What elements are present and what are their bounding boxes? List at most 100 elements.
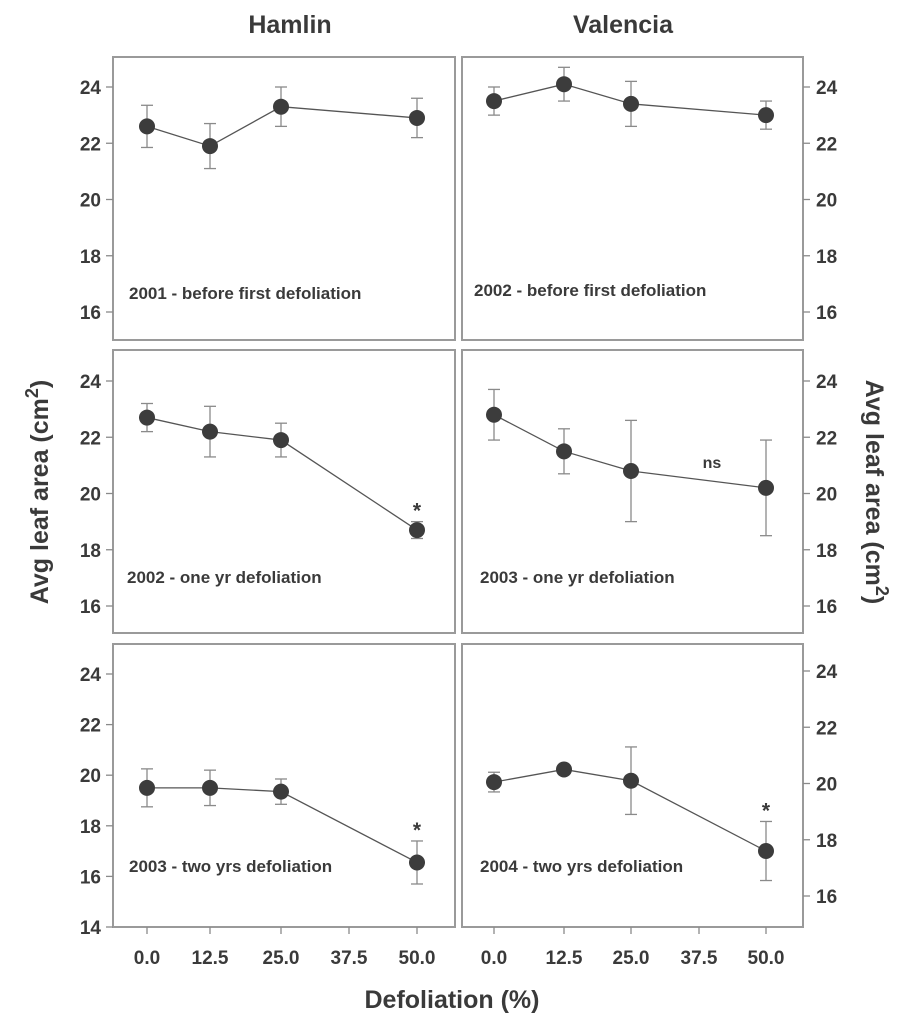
panel-frame [112, 349, 456, 634]
x-tick-label: 50.0 [399, 948, 436, 969]
y-tick-label: 24 [80, 665, 102, 686]
data-point [623, 463, 639, 479]
data-point [556, 761, 572, 778]
data-point [623, 95, 639, 112]
data-point [139, 779, 155, 796]
panel-label: 2002 - before first defoliation [474, 281, 706, 300]
y-tick-label: 16 [80, 597, 101, 618]
significance-marker: * [413, 500, 422, 523]
y-tick-label: 24 [816, 662, 838, 683]
y-axis-title-left: Avg leaf area (cm2) [22, 380, 54, 604]
data-point [556, 76, 572, 93]
significance-marker: * [762, 799, 771, 822]
significance-marker: * [413, 819, 422, 842]
panel-label: 2003 - one yr defoliation [480, 568, 675, 587]
panel-frame [112, 643, 456, 928]
y-tick-label: 22 [80, 716, 101, 737]
panel-label: 2001 - before first defoliation [129, 284, 361, 303]
panel-frame [461, 643, 804, 928]
x-tick-label: 25.0 [613, 948, 650, 969]
x-tick-label: 37.5 [331, 948, 368, 969]
y-tick-label: 18 [80, 817, 101, 838]
data-point [273, 98, 289, 115]
y-tick-label: 24 [816, 78, 838, 99]
y-tick-label: 20 [816, 775, 837, 796]
data-point [486, 406, 502, 423]
panel-frame [461, 56, 804, 341]
y-tick-label: 16 [816, 303, 837, 324]
y-tick-label: 22 [80, 428, 101, 449]
y-tick-label: 24 [816, 372, 838, 393]
y-tick-label: 18 [816, 831, 837, 852]
y-tick-label: 22 [816, 134, 837, 155]
data-point [202, 423, 218, 440]
panel-2: 16 18 20 22 24 2002 - before first defoliatio… [461, 56, 838, 341]
series-line [493, 768, 767, 852]
panel-1: 16 18 20 22 24 2001 - before first defoliatio… [80, 56, 456, 341]
data-point [486, 93, 502, 110]
y-tick-label: 18 [80, 247, 101, 268]
panel-label: 2003 - two yrs defoliation [129, 857, 332, 876]
column-title-valencia: Valencia [573, 11, 674, 39]
significance-annotation: ns [703, 455, 722, 472]
y-tick-label: 22 [816, 718, 837, 739]
series-line [147, 787, 418, 864]
series-line [146, 416, 418, 531]
data-point [556, 443, 572, 460]
data-point [409, 854, 425, 871]
y-tick-label: 24 [80, 372, 102, 393]
y-tick-label: 22 [816, 428, 837, 449]
y-tick-label: 20 [816, 485, 837, 506]
y-tick-label: 18 [80, 541, 101, 562]
y-tick-label: 20 [80, 485, 101, 506]
y-tick-label: 16 [80, 867, 101, 888]
x-tick-label: 37.5 [681, 948, 718, 969]
y-tick-label: 24 [80, 78, 102, 99]
series-line [493, 414, 767, 489]
y-tick-label: 16 [80, 303, 101, 324]
x-tick-label: 25.0 [263, 948, 300, 969]
series-line [493, 83, 767, 116]
y-tick-label: 16 [816, 887, 837, 908]
y-tick-label: 20 [80, 766, 101, 787]
panel-label: 2004 - two yrs defoliation [480, 857, 683, 876]
data-point [139, 118, 155, 135]
x-tick-label: 50.0 [748, 948, 785, 969]
data-point [202, 138, 218, 155]
x-tick-label: 0.0 [134, 948, 160, 969]
column-title-hamlin: Hamlin [248, 11, 331, 39]
panel-frame [112, 56, 456, 341]
data-point [758, 843, 774, 859]
series-line [146, 106, 418, 147]
panel-5: 14 16 18 20 22 24 0.0 12.5 25.0 37.5 50.0 * 2003 - t… [80, 643, 456, 969]
data-point [486, 774, 502, 791]
data-point [409, 109, 425, 126]
panel-3: 16 18 20 22 24 * 2002 - one yr defoliation [80, 349, 456, 634]
data-point [139, 409, 155, 426]
x-tick-label: 12.5 [192, 948, 229, 969]
panel-label: 2002 - one yr defoliation [127, 568, 322, 587]
data-point [758, 479, 774, 496]
y-tick-label: 22 [80, 134, 101, 155]
data-point [623, 772, 639, 789]
x-tick-label: 0.0 [481, 948, 507, 969]
y-tick-label: 14 [80, 918, 102, 939]
data-point [273, 783, 289, 800]
panel-4: 16 18 20 22 24 ns 2003 - one yr defoliation [461, 349, 838, 634]
panel-frame [461, 349, 804, 634]
y-tick-label: 20 [80, 191, 101, 212]
y-tick-label: 18 [816, 541, 837, 562]
data-point [758, 107, 774, 124]
y-tick-label: 20 [816, 191, 837, 212]
data-point [273, 432, 289, 449]
x-tick-label: 12.5 [546, 948, 583, 969]
y-tick-label: 16 [816, 597, 837, 618]
x-axis-title: Defoliation (%) [365, 986, 540, 1014]
data-point [202, 779, 218, 796]
data-point [409, 522, 425, 539]
y-axis-title-right: Avg leaf area (cm2) [860, 380, 892, 604]
panels: 16 18 20 22 24 2001 - before first defoliatio… [80, 56, 838, 969]
panel-6: 16 18 20 22 24 0.0 12.5 25.0 37.5 50.0 * 2004 - two… [461, 643, 838, 969]
y-tick-label: 18 [816, 247, 837, 268]
